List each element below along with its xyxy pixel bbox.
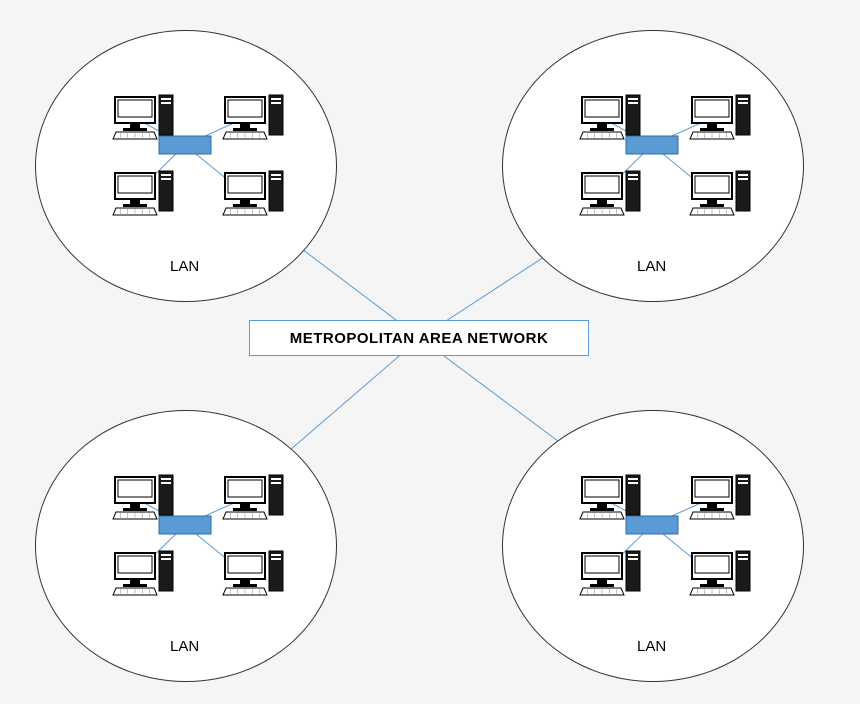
lan-label: LAN bbox=[637, 638, 666, 655]
computer-icon bbox=[223, 95, 283, 139]
computer-icon bbox=[690, 475, 750, 519]
man-center-box: METROPOLITAN AREA NETWORK bbox=[249, 320, 589, 356]
computer-icon bbox=[113, 171, 173, 215]
computer-icon bbox=[580, 171, 640, 215]
computer-icon bbox=[223, 475, 283, 519]
lan-switch bbox=[159, 516, 211, 534]
lan-switch bbox=[626, 516, 678, 534]
computer-icon bbox=[223, 551, 283, 595]
computer-icon bbox=[113, 95, 173, 139]
computer-icon bbox=[580, 475, 640, 519]
lan-switch bbox=[626, 136, 678, 154]
computer-icon bbox=[690, 95, 750, 139]
computer-icon bbox=[690, 551, 750, 595]
man-label: METROPOLITAN AREA NETWORK bbox=[290, 330, 549, 347]
lan-label: LAN bbox=[637, 258, 666, 275]
computer-icon bbox=[113, 551, 173, 595]
computer-icon bbox=[113, 475, 173, 519]
computer-icon bbox=[580, 95, 640, 139]
diagram-canvas: LAN LAN LAN LAN METROPOLITAN AREA NETWORK bbox=[0, 0, 860, 704]
computer-icon bbox=[690, 171, 750, 215]
lan-label: LAN bbox=[170, 258, 199, 275]
computer-icon bbox=[223, 171, 283, 215]
lan-switch bbox=[159, 136, 211, 154]
computer-icon bbox=[580, 551, 640, 595]
lan-label: LAN bbox=[170, 638, 199, 655]
